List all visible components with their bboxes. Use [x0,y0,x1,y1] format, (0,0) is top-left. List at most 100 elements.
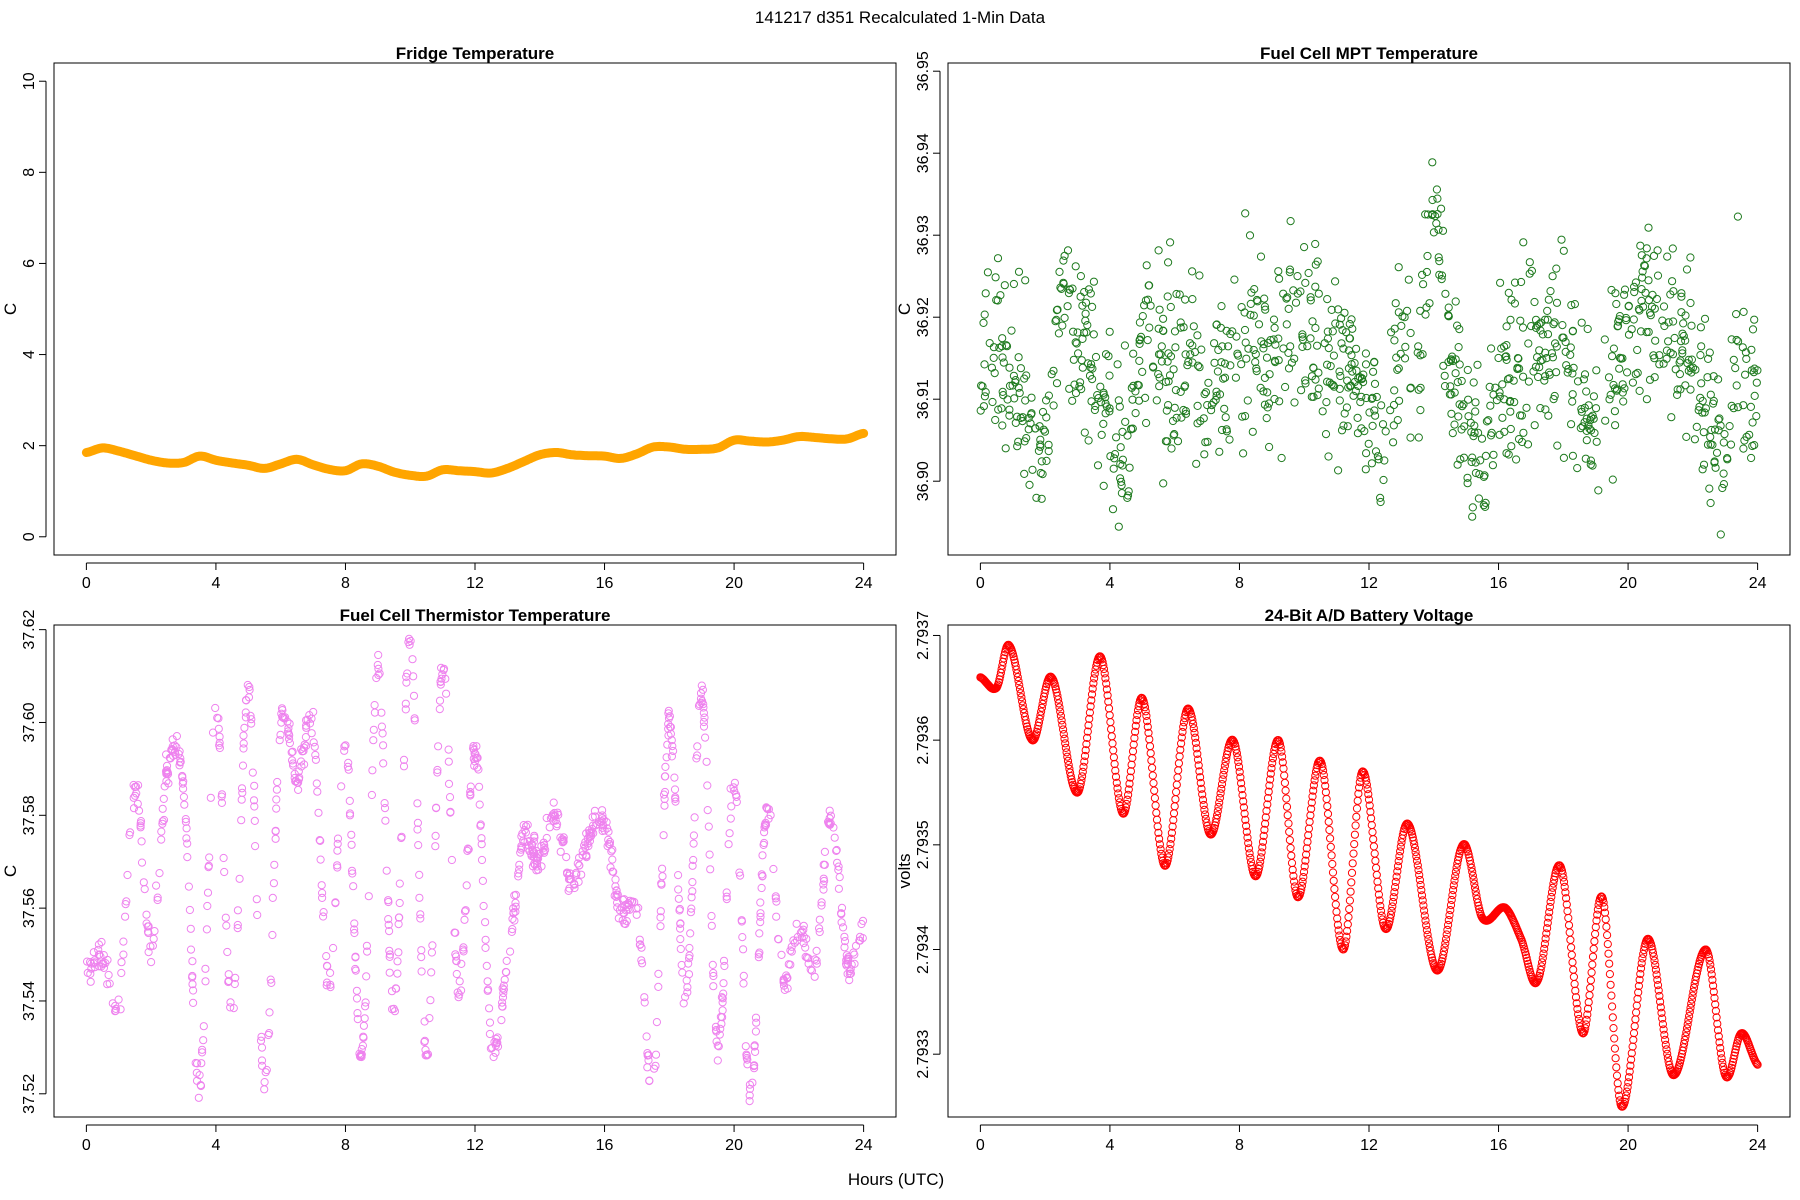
data-point [119,950,128,959]
data-point [1712,448,1722,457]
data-point [1345,896,1355,905]
data-point [1174,766,1183,775]
data-point [1169,365,1178,374]
data-point [1245,231,1255,240]
data-point [1113,784,1122,793]
data-point [1162,406,1171,415]
data-point [1195,363,1204,372]
data-point [1189,724,1198,733]
data-point [1241,209,1250,218]
data-point [1634,988,1643,997]
data-point [1347,315,1356,324]
data-point [374,664,383,673]
data-point [1241,815,1250,824]
data-point [1242,821,1251,831]
data-point [1572,999,1581,1008]
data-point [1696,323,1706,332]
data-point [413,825,422,834]
data-point [451,928,460,937]
data-point [761,821,770,831]
data-point [1298,342,1307,351]
data-point [1174,759,1184,768]
data-point [1569,965,1578,974]
data-point [1270,356,1279,365]
data-point [111,1001,120,1011]
data-point [1337,339,1346,348]
data-point [1112,778,1121,787]
data-point [1651,965,1661,974]
data-point [1655,991,1664,1001]
data-point [184,882,193,891]
data-point [1083,359,1093,368]
data-point [1027,735,1036,744]
data-point [415,870,424,880]
data-point [1171,343,1180,352]
data-point [179,792,188,802]
data-point [1470,879,1479,888]
data-point [1416,406,1425,415]
data-point [1195,271,1204,280]
data-point [1705,348,1714,357]
data-point [1601,416,1610,425]
data-point [533,862,542,871]
data-point [550,808,559,818]
data-point [1138,312,1147,321]
data-point [1644,223,1653,232]
data-point [97,937,106,947]
data-point [1406,383,1415,392]
data-point [1582,387,1591,396]
data-point [1707,970,1716,979]
y-tick-label: 37.60 [21,702,38,742]
data-point [703,781,712,790]
data-point [1616,354,1626,363]
data-point [1550,318,1559,327]
data-point [1686,298,1695,308]
data-point [1264,787,1273,796]
data-point [1429,228,1439,237]
y-tick-label: 36.93 [915,215,932,255]
data-point [1484,416,1493,425]
data-point [1725,422,1734,431]
data-point [168,742,177,751]
data-point [1631,278,1641,287]
data-point [999,391,1008,400]
data-point [97,962,106,971]
data-point [1444,916,1453,925]
data-point [1608,1002,1617,1011]
data-point [637,956,646,965]
data-point [1123,795,1132,804]
data-point [1261,819,1270,828]
data-point [1468,867,1477,876]
data-point [703,806,712,815]
data-point [1455,400,1464,409]
data-point [399,762,409,771]
data-point [1661,1035,1670,1045]
data-point [239,739,248,748]
data-point [1393,867,1402,876]
data-point [1731,1045,1740,1054]
data-point [1612,386,1621,395]
data-point [253,910,262,920]
data-point [476,820,485,829]
data-point [1505,374,1514,383]
data-point [1605,395,1614,404]
data-point [1232,745,1241,754]
data-point [1657,1008,1666,1018]
data-point [1747,345,1756,354]
data-point [599,815,608,824]
data-point [1302,844,1311,853]
data-point [1391,299,1400,308]
data-point [1169,809,1179,818]
data-point [1197,784,1206,793]
data-point [1217,302,1226,311]
data-point [1653,981,1663,990]
data-point [1286,342,1295,351]
data-point [676,944,685,954]
data-point [799,921,808,931]
data-point [1059,725,1068,734]
data-point [709,982,718,991]
data-point [1559,453,1569,462]
data-point [1087,360,1096,369]
data-point [1168,416,1178,426]
